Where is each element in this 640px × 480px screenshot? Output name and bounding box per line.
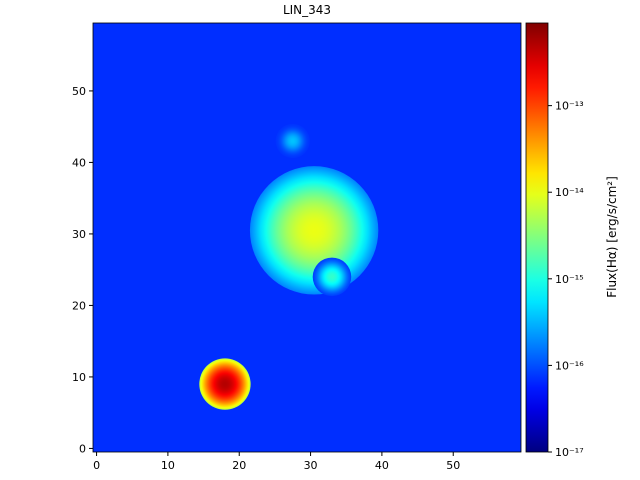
chart-title: LIN_343 <box>283 3 331 17</box>
y-tick-label: 30 <box>72 228 86 241</box>
y-tick-label: 10 <box>72 371 86 384</box>
x-tick-label: 20 <box>232 459 246 472</box>
colorbar-tick-label: 10⁻¹³ <box>555 100 584 113</box>
x-tick-label: 50 <box>446 459 460 472</box>
x-tick-label: 30 <box>304 459 318 472</box>
source <box>199 358 251 410</box>
colorbar <box>525 22 549 453</box>
y-tick-label: 20 <box>72 299 86 312</box>
image <box>93 23 521 452</box>
y-tick-label: 40 <box>72 156 86 169</box>
x-tick-label: 10 <box>161 459 175 472</box>
source <box>249 166 379 295</box>
colorbar-tick-label: 10⁻¹⁷ <box>555 446 584 459</box>
plot-frame <box>92 22 522 453</box>
source <box>275 123 310 159</box>
colorbar-label: Flux(Hα) [erg/s/cm²] <box>605 176 619 298</box>
colorbar-tick-label: 10⁻¹⁵ <box>555 273 584 286</box>
colorbar-tick-label: 10⁻¹⁴ <box>555 186 584 199</box>
x-tick-label: 0 <box>93 459 100 472</box>
source <box>312 257 352 297</box>
x-tick-label: 40 <box>375 459 389 472</box>
y-tick-label: 50 <box>72 85 86 98</box>
y-tick-label: 0 <box>79 442 86 455</box>
colorbar-tick-label: 10⁻¹⁶ <box>555 359 584 372</box>
